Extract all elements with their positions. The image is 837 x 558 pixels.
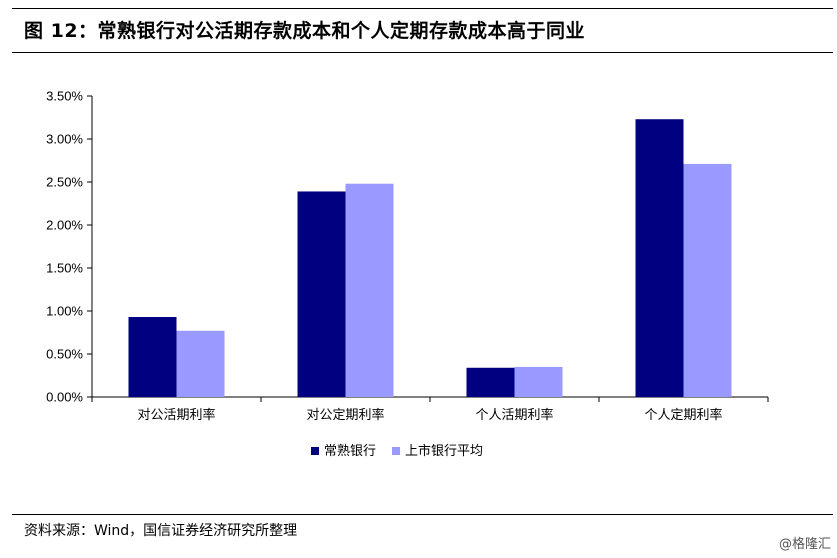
y-tick-label: 0.00%	[46, 390, 83, 405]
bar-listed-avg	[514, 366, 563, 397]
y-tick-label: 0.50%	[46, 347, 83, 362]
title-rule	[12, 52, 833, 53]
legend-label: 上市银行平均	[405, 443, 483, 459]
chart-legend: 常熟银行 上市银行平均	[311, 443, 483, 459]
x-axis-categories: 对公活期利率 对公定期利率 个人活期利率 个人定期利率	[137, 407, 722, 423]
y-axis-ticks: 0.00% 0.50% 1.00% 1.50% 2.00% 2.50% 3.00% 3.50%	[46, 89, 92, 405]
bar-listed-avg	[345, 183, 394, 397]
bar-changshu	[128, 317, 177, 397]
source-note: 资料来源：Wind，国信证券经济研究所整理	[24, 523, 298, 539]
x-category-label: 对公定期利率	[306, 407, 384, 423]
y-tick-label: 3.50%	[46, 89, 83, 104]
figure-title: 图 12：常熟银行对公活期存款成本和个人定期存款成本高于同业	[24, 20, 586, 42]
chart-bars	[128, 119, 732, 397]
legend-swatch	[311, 447, 319, 455]
x-category-label: 个人定期利率	[644, 407, 722, 423]
bar-changshu	[297, 191, 346, 397]
y-tick-label: 2.00%	[46, 218, 83, 233]
y-tick-label: 1.00%	[46, 304, 83, 319]
bottom-rule	[12, 514, 833, 515]
bar-listed-avg	[683, 163, 732, 397]
bar-changshu	[635, 119, 684, 397]
top-rule	[12, 8, 833, 9]
y-tick-label: 2.50%	[46, 175, 83, 190]
bar-listed-avg	[176, 330, 225, 397]
legend-label: 常熟银行	[324, 443, 376, 459]
bar-changshu	[466, 367, 515, 397]
legend-swatch	[392, 447, 401, 455]
bar-chart: 0.00% 0.50% 1.00% 1.50% 2.00% 2.50% 3.00% 3.50%…	[46, 89, 769, 459]
watermark: @格隆汇	[778, 537, 831, 552]
y-tick-label: 3.00%	[46, 132, 83, 147]
x-category-label: 对公活期利率	[137, 407, 215, 423]
x-category-label: 个人活期利率	[475, 407, 553, 423]
y-tick-label: 1.50%	[46, 261, 83, 276]
